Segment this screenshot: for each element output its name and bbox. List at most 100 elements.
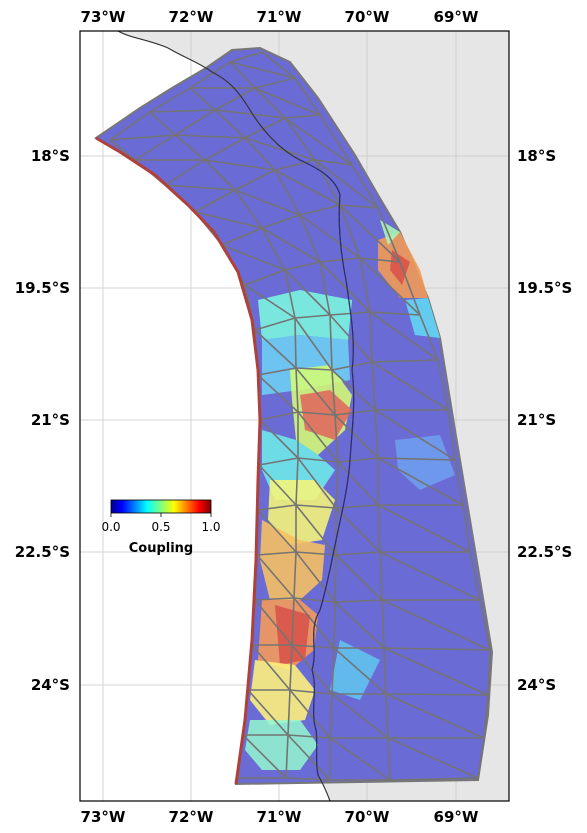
mesh-edge <box>295 367 336 416</box>
mesh-edge <box>377 207 401 263</box>
mesh-edge <box>257 509 297 553</box>
mesh-edge <box>189 87 216 111</box>
lon-labels-top: 73°W 72°W 71°W 70°W 69°W <box>81 8 479 26</box>
mesh-edge <box>297 411 339 463</box>
colorbar-tick: 0.0 <box>101 520 120 534</box>
lat-label: 19.5°S <box>15 279 70 297</box>
mesh-edge <box>289 689 331 739</box>
mesh-edge <box>295 457 299 506</box>
mesh-edge <box>261 227 321 263</box>
mesh-edge <box>174 134 206 161</box>
mesh-edge <box>257 374 299 413</box>
mesh-edge <box>337 461 379 506</box>
mesh-edge <box>285 777 331 781</box>
mesh-edge <box>293 597 336 603</box>
mesh-edge <box>383 647 491 651</box>
mesh-edge <box>294 317 333 371</box>
mesh-edge <box>284 261 321 271</box>
mesh-edge <box>447 409 456 461</box>
mesh-edge <box>284 269 331 316</box>
mesh-edge <box>287 734 331 739</box>
mesh-edge <box>334 414 379 459</box>
lat-labels-left: 18°S 19.5°S 21°S 22.5°S 24°S <box>15 147 70 694</box>
colorbar: 0.0 0.5 1.0 Coupling <box>101 499 221 556</box>
mesh-edge <box>377 504 381 553</box>
mesh-edge <box>329 314 333 371</box>
mesh-edge <box>258 464 297 506</box>
mesh-edge <box>109 111 151 141</box>
mesh-edge <box>287 689 291 736</box>
mesh-edge <box>244 137 276 171</box>
mesh-edge <box>335 554 383 601</box>
lon-label: 69°W <box>434 808 479 826</box>
mesh-edge <box>259 419 299 459</box>
mesh-edge <box>297 411 336 416</box>
mesh-edge <box>295 551 337 556</box>
mesh-edge <box>469 551 481 601</box>
mesh-edge <box>377 457 456 461</box>
mesh-edge <box>314 159 379 209</box>
mesh-edge <box>483 694 489 739</box>
mesh-edge <box>479 599 491 651</box>
mesh-edge <box>234 189 301 216</box>
mesh-edge <box>244 269 286 286</box>
mesh-edge <box>257 504 297 511</box>
mesh-edge <box>274 169 341 206</box>
mesh-edge <box>419 314 439 361</box>
mesh-edge <box>194 189 236 213</box>
mesh-edge <box>295 504 337 556</box>
trench-line <box>95 136 262 785</box>
mesh-edge <box>295 551 336 603</box>
mesh-edge <box>389 777 479 781</box>
mesh-edge <box>387 737 391 781</box>
mesh-edge <box>337 457 379 463</box>
mesh-edge <box>194 211 263 229</box>
mesh-edge <box>234 169 276 191</box>
mesh-edge <box>462 504 471 553</box>
coupling-patch <box>260 520 325 600</box>
mesh-edge <box>379 551 481 601</box>
lat-label: 22.5°S <box>517 543 572 561</box>
lon-label: 72°W <box>169 8 214 26</box>
mesh-edge <box>314 159 353 166</box>
mesh-edge <box>244 117 286 139</box>
mesh-edge <box>369 311 439 361</box>
mesh-edge <box>214 109 246 139</box>
mesh-edge <box>319 257 361 263</box>
high-coupling-patches <box>245 220 455 770</box>
lon-label: 73°W <box>81 808 126 826</box>
mesh-edge <box>294 314 331 319</box>
mesh-edge <box>377 504 471 553</box>
mesh-edge <box>359 257 371 313</box>
mesh-edge <box>274 169 301 216</box>
mesh-edge <box>259 411 299 421</box>
mesh-edge <box>164 159 206 186</box>
mesh-edge <box>371 359 439 363</box>
mesh-edge <box>319 261 371 313</box>
mesh-triangles <box>109 51 491 781</box>
colorbar-tick: 1.0 <box>201 520 220 534</box>
lat-label: 19.5°S <box>517 279 572 297</box>
mesh-edge <box>385 693 485 739</box>
mesh-edge <box>381 599 385 649</box>
mesh-edge <box>329 693 333 739</box>
mesh-edge <box>334 601 385 649</box>
mesh-edge <box>284 269 296 319</box>
mesh-edge <box>339 204 401 263</box>
mesh-edge <box>256 554 295 599</box>
mesh-edge <box>294 77 321 116</box>
mesh-edge <box>334 409 376 416</box>
colorbar-tick: 0.5 <box>151 520 170 534</box>
mesh-edge <box>371 361 376 411</box>
mesh-edge <box>487 649 491 696</box>
mesh-edge <box>293 551 297 599</box>
mesh-edge <box>257 367 297 376</box>
mesh-edge <box>437 359 449 411</box>
mesh-edge <box>383 647 387 695</box>
mesh-edge <box>254 77 296 89</box>
lon-label: 70°W <box>345 8 390 26</box>
mesh-edge <box>299 214 321 263</box>
mesh-edge <box>204 159 236 191</box>
mesh-edge <box>149 109 216 113</box>
